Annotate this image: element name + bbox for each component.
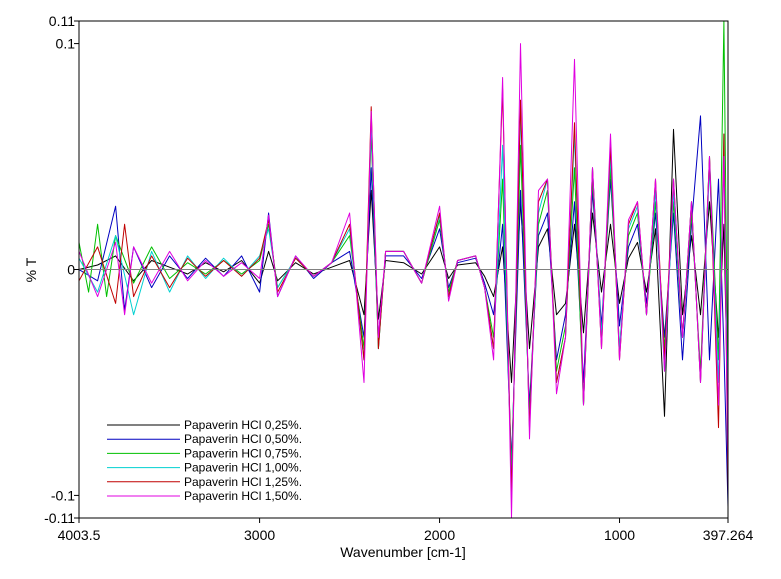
legend-label: Papaverin HCl 0,25%. <box>184 418 302 432</box>
legend: Papaverin HCl 0,25%.Papaverin HCl 0,50%.… <box>107 418 302 503</box>
y-tick-label: 0 <box>67 262 75 278</box>
legend-label: Papaverin HCl 0,75%. <box>184 446 302 460</box>
x-tick-label: 1000 <box>604 527 635 543</box>
x-axis-title: Wavenumber [cm-1] <box>340 544 466 560</box>
y-tick-label: 0.11 <box>49 13 75 29</box>
y-tick-label: -0.1 <box>51 487 75 503</box>
x-tick-label: 2000 <box>424 527 455 543</box>
y-axis-title: % T <box>23 257 39 282</box>
legend-label: Papaverin HCl 1,50%. <box>184 489 302 503</box>
legend-label: Papaverin HCl 1,00%. <box>184 461 302 475</box>
legend-label: Papaverin HCl 0,50%. <box>184 432 302 446</box>
series-line-6 <box>79 43 728 518</box>
ticks-layer: 4003.5 3000 2000 1000 397.264 0.11 0.1 0 -0.1 -0.… <box>44 13 753 543</box>
y-tick-label: -0.11 <box>44 510 75 526</box>
y-tick-label: 0.1 <box>56 36 76 52</box>
x-tick-label: 397.264 <box>703 527 754 543</box>
legend-label: Papaverin HCl 1,25%. <box>184 475 302 489</box>
series-line-1 <box>79 128 728 417</box>
x-tick-label: 4003.5 <box>58 527 101 543</box>
x-tick-label: 3000 <box>244 527 275 543</box>
